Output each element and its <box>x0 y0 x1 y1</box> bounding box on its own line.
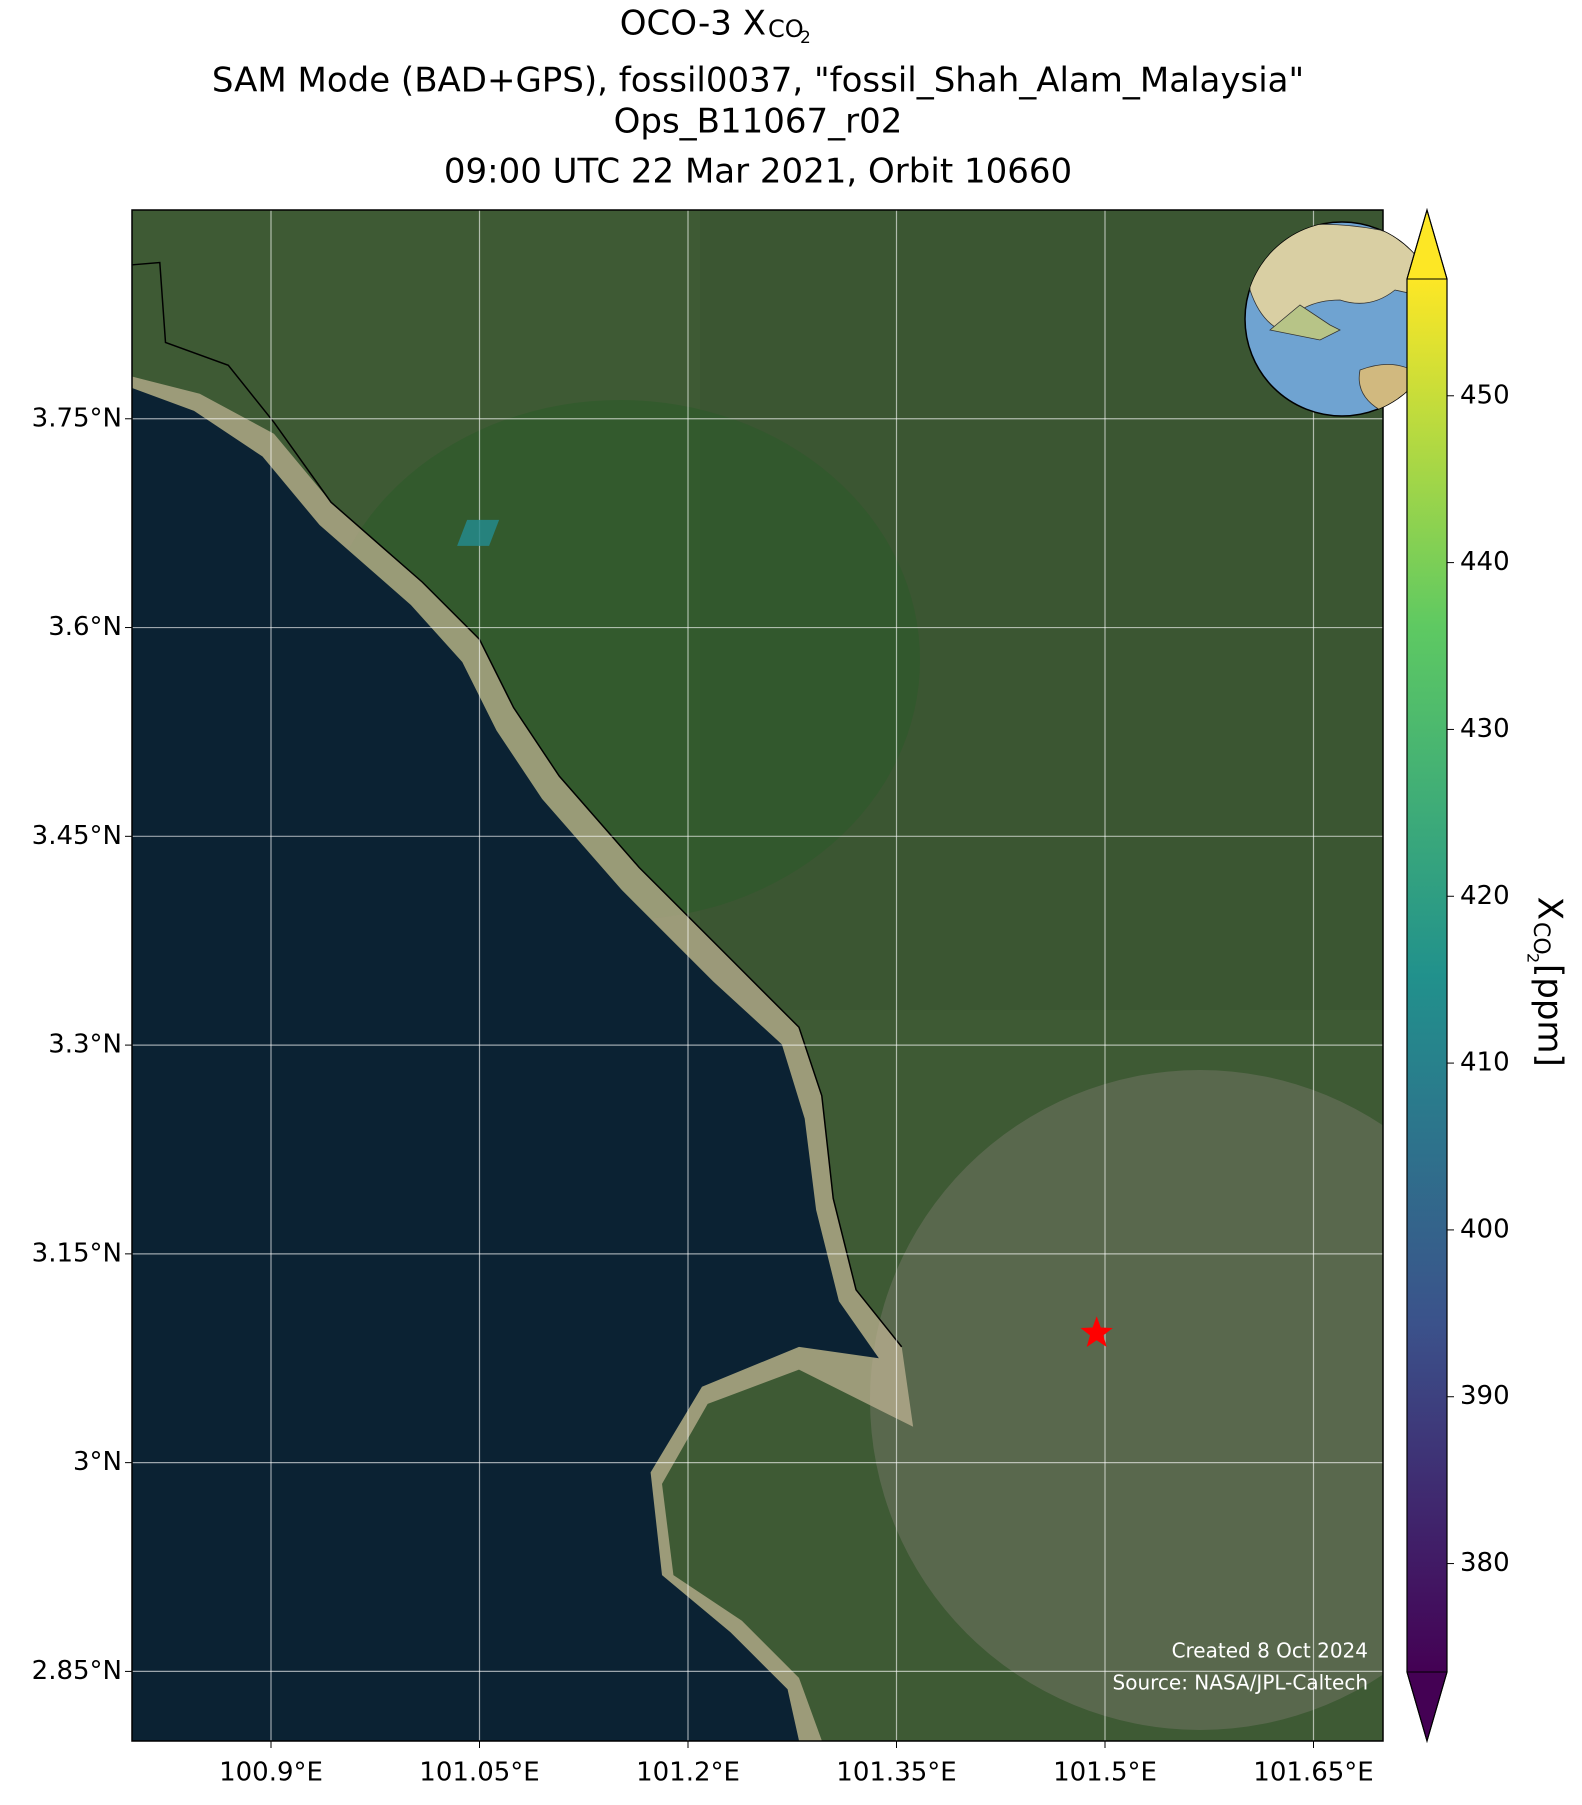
target-star <box>1080 1316 1113 1347</box>
title-block: OCO-3 X CO 2 SAM Mode (BAD+GPS), fossil0… <box>212 4 1304 192</box>
x-tick-label: 101.05°E <box>419 1758 539 1788</box>
coastline <box>132 261 903 1348</box>
subtitle: Ops_B11067_r02 <box>614 102 903 142</box>
sounding-footprint <box>457 519 500 546</box>
subtitle: SAM Mode (BAD+GPS), fossil0037, "fossil_… <box>212 61 1304 101</box>
y-tick-label: 3.45°N <box>32 821 122 851</box>
x-tick-label: 101.65°E <box>1253 1758 1373 1788</box>
marks-group <box>457 519 1113 1347</box>
x-tick-label: 101.35°E <box>836 1758 956 1788</box>
colorbar-label-unit: [ppm] <box>1530 964 1570 1067</box>
annotation: Source: NASA/JPL-Caltech <box>1113 1671 1368 1695</box>
colorbar-label-subsub: 2 <box>1524 953 1543 963</box>
colorbar-tick-label: 380 <box>1460 1548 1510 1578</box>
colorbar-tick-label: 390 <box>1460 1381 1510 1411</box>
title-sub: CO <box>768 15 804 43</box>
colorbar-extend-bottom <box>1406 1671 1448 1743</box>
colorbar-label-sub: CO <box>1528 922 1553 955</box>
colorbar-tick-label: 430 <box>1460 714 1510 744</box>
y-tick-label: 3°N <box>73 1447 122 1477</box>
colorbar-extend-top <box>1406 208 1448 280</box>
grid-group: 100.9°E 101.05°E 101.2°E 101.35°E 101.5°E 101… <box>32 210 1383 1788</box>
y-tick-label: 2.85°N <box>32 1656 122 1686</box>
colorbar-label: X <box>1530 897 1570 920</box>
urban-area <box>870 1070 1383 1730</box>
colorbar-tick-label: 420 <box>1460 881 1510 911</box>
subtitle: 09:00 UTC 22 Mar 2021, Orbit 10660 <box>444 152 1072 192</box>
sea <box>132 388 879 1741</box>
y-tick-label: 3.3°N <box>48 1030 122 1060</box>
colorbar-body <box>1407 279 1447 1672</box>
colorbar-tick-label: 400 <box>1460 1214 1510 1244</box>
basemap <box>132 210 1383 1741</box>
colorbar-tick-label: 410 <box>1460 1048 1510 1078</box>
annotation: Created 8 Oct 2024 <box>1172 1639 1368 1663</box>
y-tick-label: 3.75°N <box>32 403 122 433</box>
x-tick-label: 100.9°E <box>219 1758 323 1788</box>
x-tick-label: 101.2°E <box>636 1758 740 1788</box>
colorbar: X CO 2 [ppm] 380 390 400 410 420 430 440 450 <box>1406 207 1570 1744</box>
y-tick-label: 3.15°N <box>32 1238 122 1268</box>
globe-land <box>1269 304 1341 341</box>
colorbar-outline <box>1406 207 1448 1744</box>
plot-frame <box>131 209 1384 1742</box>
colorbar-tick-label: 450 <box>1460 380 1510 410</box>
colorbar-tick-label: 440 <box>1460 547 1510 577</box>
title-main: OCO-3 X <box>620 4 766 44</box>
y-tick-label: 3.6°N <box>48 612 122 642</box>
title-subsub: 2 <box>800 28 811 48</box>
x-tick-label: 101.5°E <box>1053 1758 1157 1788</box>
